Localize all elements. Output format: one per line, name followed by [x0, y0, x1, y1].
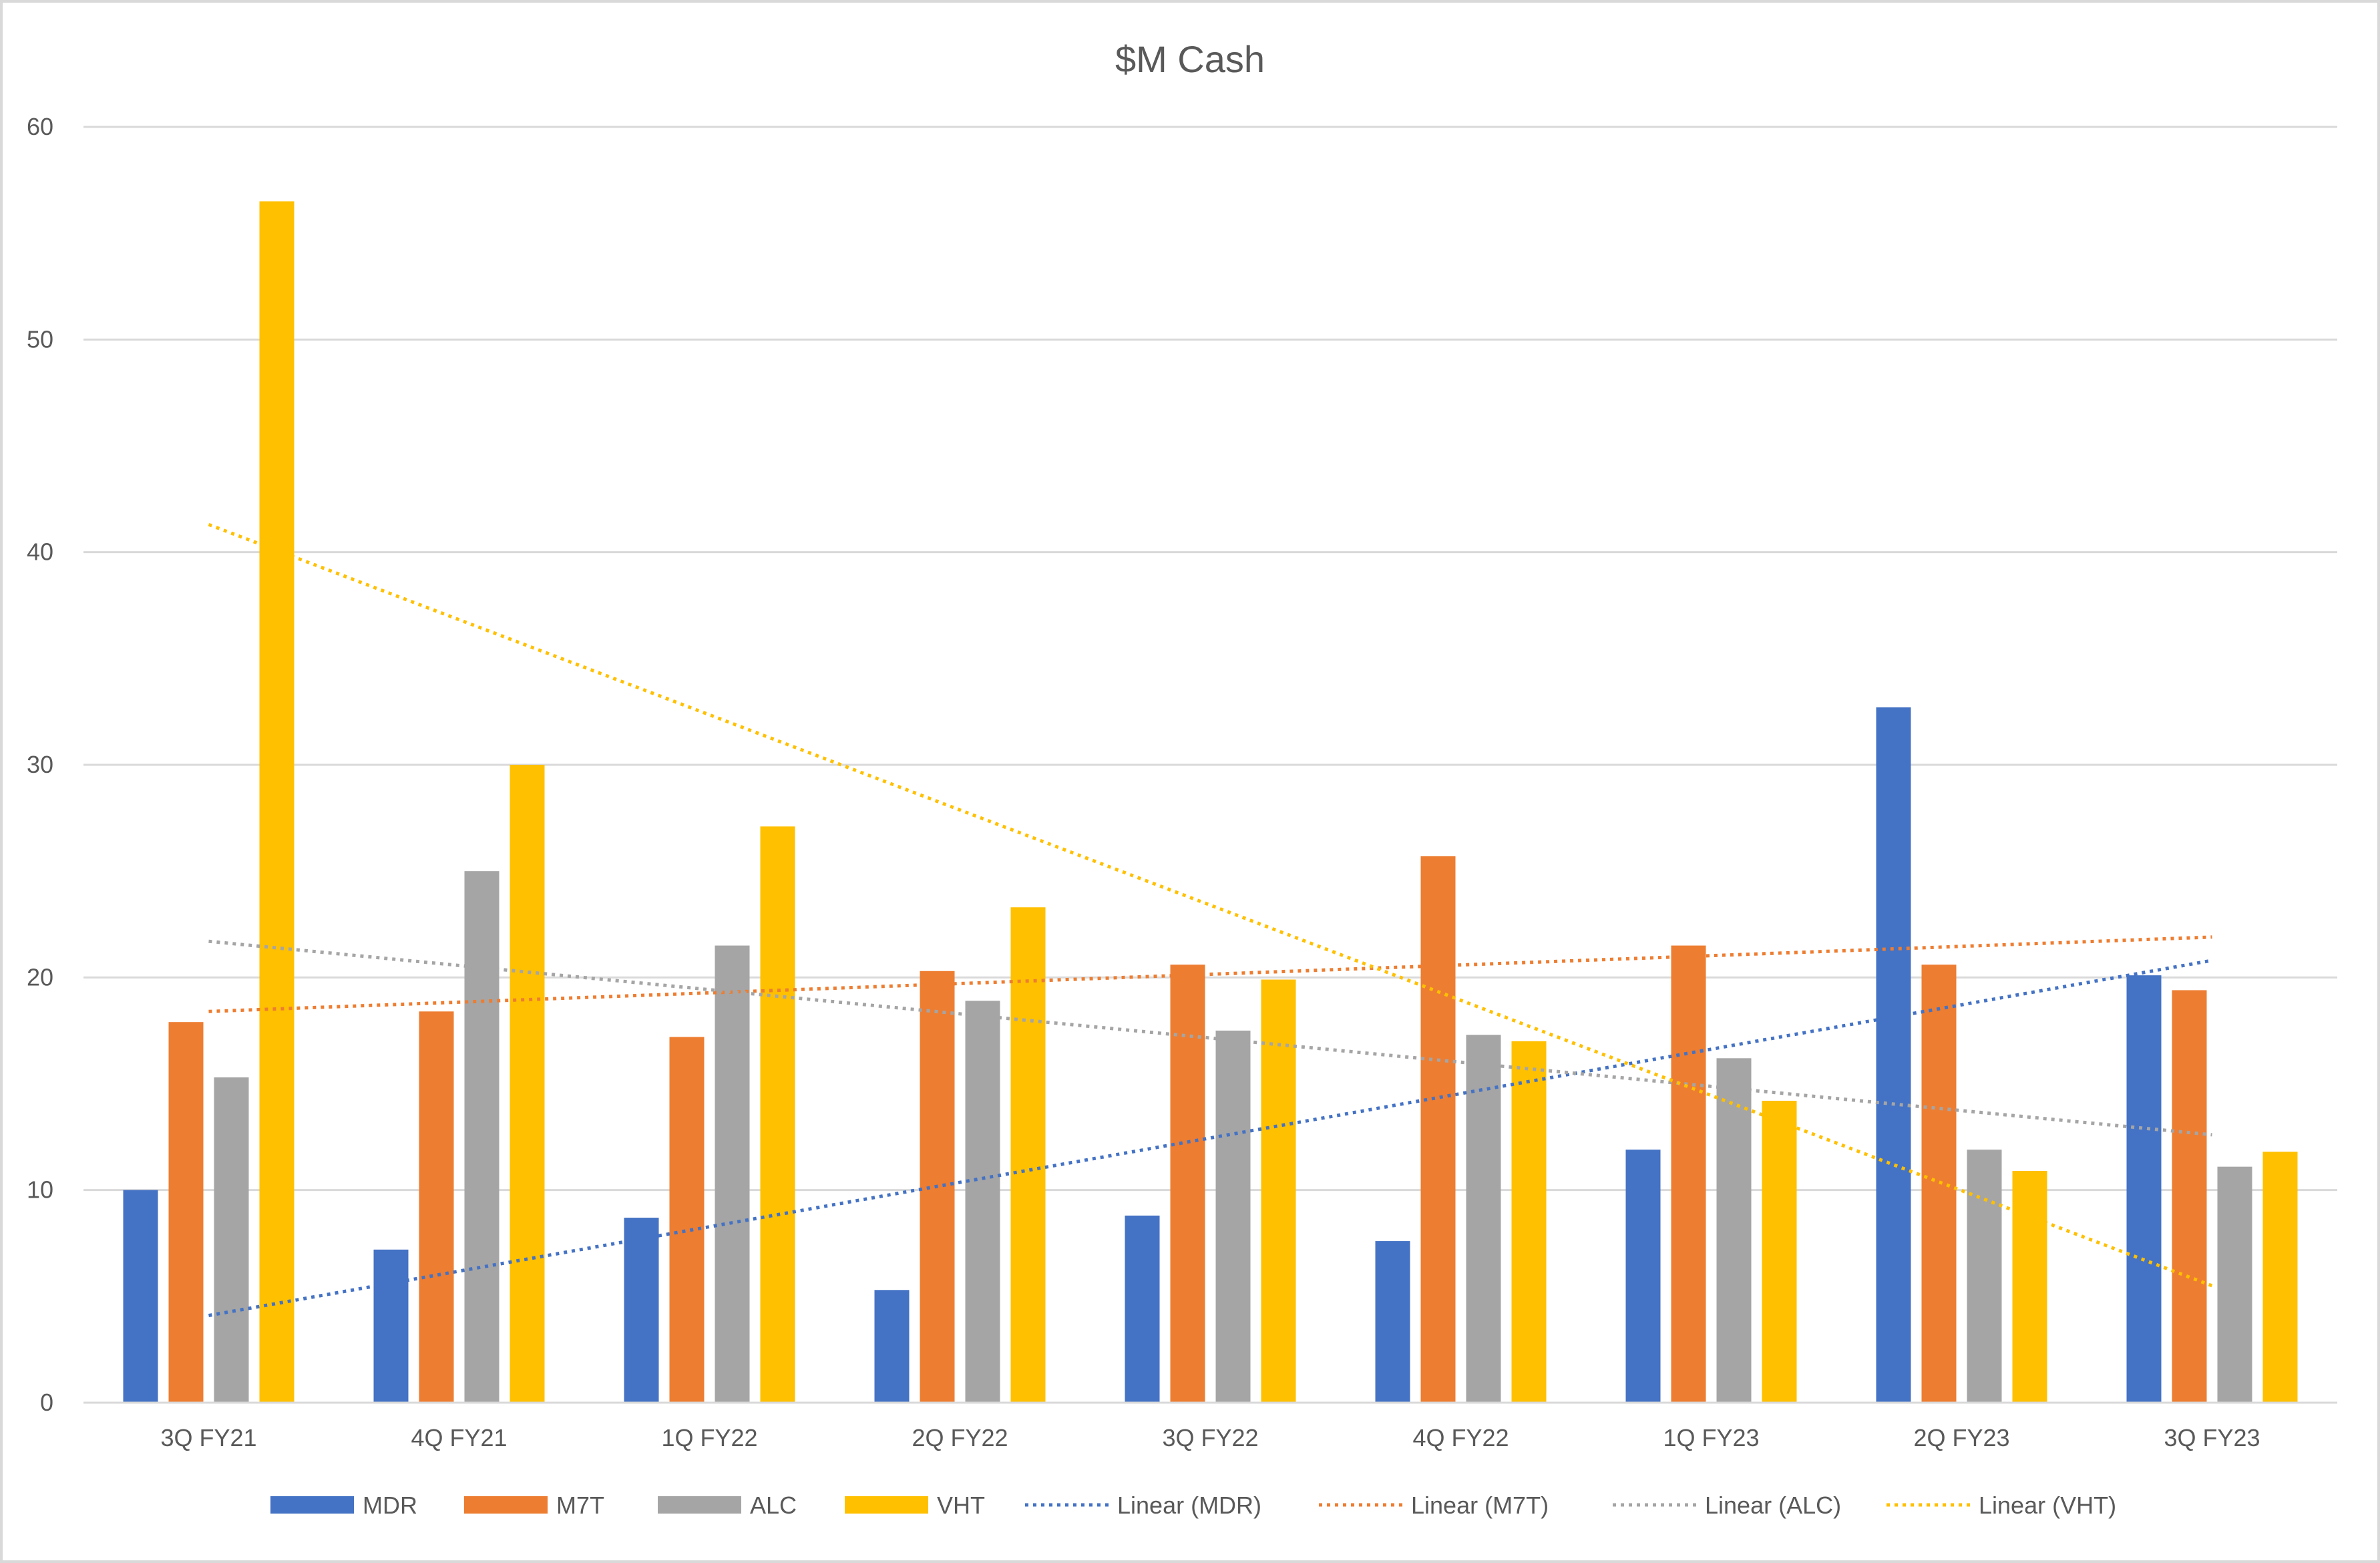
legend-swatch-2: [658, 1496, 741, 1514]
bar-alc-0: [214, 1077, 249, 1403]
bar-mdr-7: [1876, 707, 1911, 1403]
bar-alc-1: [464, 871, 500, 1403]
bar-mdr-6: [1625, 1150, 1661, 1403]
y-tick-label: 0: [40, 1389, 53, 1416]
legend-label-1: M7T: [556, 1492, 604, 1519]
bar-mdr-8: [2126, 975, 2162, 1403]
y-axis-ticks: 0 10 20 30 40 50 60: [27, 113, 53, 1416]
x-tick-label: 3Q FY22: [1162, 1424, 1258, 1451]
bar-m7t-4: [1170, 965, 1205, 1403]
legend-swatch-3: [845, 1496, 928, 1514]
chart-title: $M Cash: [1115, 38, 1265, 80]
bar-alc-6: [1716, 1058, 1752, 1403]
bar-mdr-2: [624, 1218, 659, 1403]
bar-vht-1: [510, 765, 545, 1403]
legend-label-4: Linear (MDR): [1117, 1492, 1261, 1519]
bar-alc-4: [1215, 1030, 1251, 1403]
bar-m7t-2: [669, 1037, 705, 1403]
bar-vht-4: [1261, 979, 1296, 1403]
bar-vht-3: [1010, 907, 1046, 1403]
trendline-1: [208, 935, 2212, 1013]
bars: [123, 201, 2298, 1403]
bar-alc-8: [2217, 1166, 2252, 1403]
legend-swatch-0: [270, 1496, 354, 1514]
bar-vht-8: [2262, 1152, 2298, 1403]
legend-label-7: Linear (VHT): [1979, 1492, 2116, 1519]
x-tick-label: 2Q FY23: [1913, 1424, 2009, 1451]
trendline-0: [208, 959, 2212, 1317]
bar-mdr-1: [373, 1249, 409, 1403]
legend: MDR M7T ALC VHT Linear (MDR) Linear (M7T) Line…: [270, 1492, 2116, 1519]
bar-mdr-3: [874, 1290, 910, 1403]
bar-m7t-0: [168, 1022, 204, 1403]
x-tick-label: 4Q FY22: [1412, 1424, 1509, 1451]
bar-mdr-0: [123, 1190, 158, 1403]
legend-swatch-1: [464, 1496, 548, 1514]
y-tick-label: 50: [27, 325, 53, 353]
bar-vht-5: [1511, 1041, 1547, 1403]
y-tick-label: 20: [27, 963, 53, 991]
y-tick-label: 30: [27, 751, 53, 778]
bar-m7t-5: [1420, 856, 1456, 1403]
x-tick-label: 3Q FY23: [2164, 1424, 2260, 1451]
x-tick-label: 1Q FY23: [1663, 1424, 1759, 1451]
y-tick-label: 60: [27, 113, 53, 140]
bar-mdr-4: [1125, 1215, 1160, 1403]
legend-label-5: Linear (M7T): [1411, 1492, 1549, 1519]
bar-vht-7: [2012, 1171, 2047, 1403]
trendline-2: [208, 939, 2212, 1137]
x-tick-label: 2Q FY22: [912, 1424, 1008, 1451]
legend-label-2: ALC: [750, 1492, 797, 1519]
legend-label-0: MDR: [363, 1492, 417, 1519]
y-tick-label: 40: [27, 538, 53, 566]
bar-m7t-6: [1671, 945, 1706, 1403]
x-axis-ticks: 3Q FY21 4Q FY21 1Q FY22 2Q FY22 3Q FY22 4Q FY…: [160, 1424, 2260, 1451]
trendline-3: [208, 522, 2213, 1288]
bar-alc-2: [715, 945, 750, 1403]
bar-mdr-5: [1375, 1241, 1410, 1403]
trendlines: [208, 522, 2213, 1317]
bar-m7t-8: [2172, 990, 2207, 1403]
bar-alc-3: [965, 1001, 1000, 1403]
legend-label-6: Linear (ALC): [1705, 1492, 1841, 1519]
bar-vht-2: [760, 826, 795, 1403]
legend-label-3: VHT: [937, 1492, 985, 1519]
x-tick-label: 3Q FY21: [160, 1424, 256, 1451]
bar-alc-5: [1466, 1035, 1501, 1403]
bar-m7t-1: [419, 1011, 454, 1403]
bar-alc-7: [1967, 1150, 2002, 1403]
x-tick-label: 4Q FY21: [411, 1424, 507, 1451]
gridlines: [83, 126, 2337, 1192]
bar-vht-6: [1762, 1100, 1797, 1403]
x-tick-label: 1Q FY22: [661, 1424, 757, 1451]
bar-vht-0: [259, 201, 294, 1403]
y-tick-label: 10: [27, 1176, 53, 1204]
